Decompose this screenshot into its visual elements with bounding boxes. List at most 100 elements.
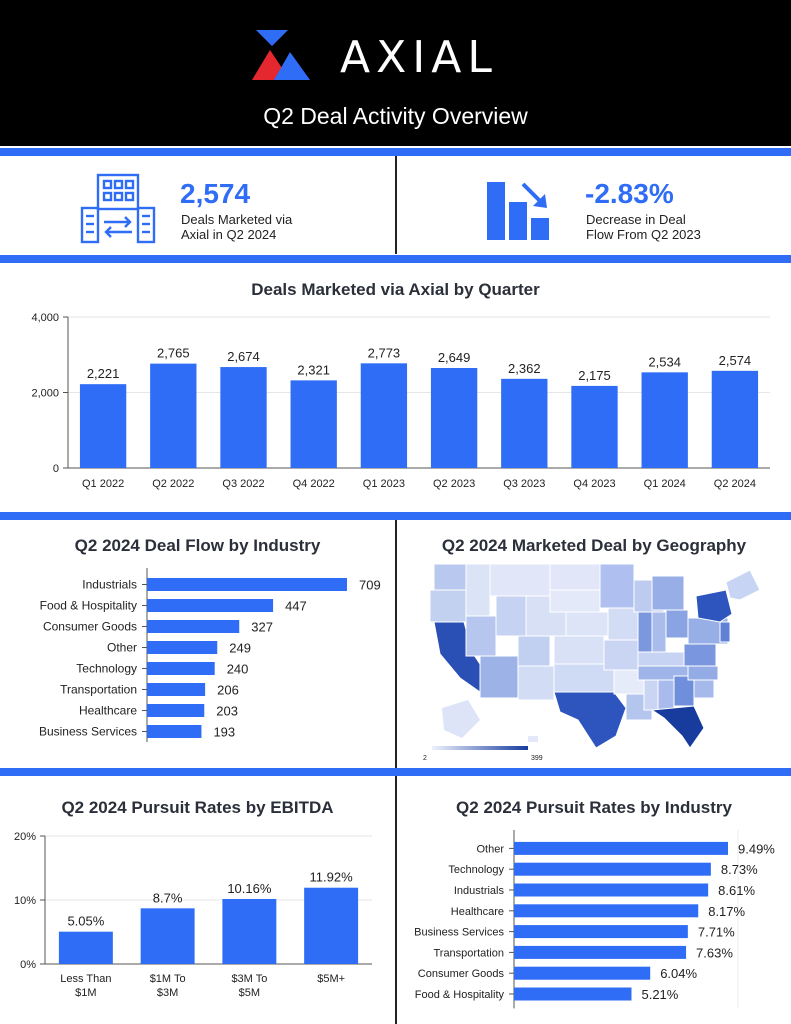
bar-value-label: 8.73% (721, 862, 758, 877)
bar-value-label: 2,773 (368, 345, 401, 360)
bar-value-label: 2,534 (648, 354, 681, 369)
category-label: Healthcare (451, 906, 504, 918)
x-tick-label: Q1 2024 (644, 478, 686, 490)
category-label: Consumer Goods (43, 620, 137, 634)
bar (220, 367, 267, 468)
bar (222, 898, 277, 964)
bar-value-label: 2,321 (297, 362, 330, 377)
bar-value-label: 327 (251, 620, 273, 635)
x-tick-label: Q1 2022 (82, 478, 124, 490)
bar-value-label: 8.17% (708, 904, 745, 919)
category-label: Food & Hospitality (415, 989, 505, 1001)
x-tick-label: Q4 2022 (293, 478, 335, 490)
bar-value-label: 5.21% (641, 987, 678, 1002)
bar-value-label: 7.63% (696, 945, 733, 960)
x-tick-label: Q2 2022 (152, 478, 194, 490)
category-label: Industrials (454, 885, 505, 897)
bar-value-label: 2,674 (227, 349, 260, 364)
buildings-exchange-icon (80, 173, 156, 244)
bar (430, 368, 478, 468)
y-tick-label: 0% (20, 959, 36, 971)
category-label: Technology (448, 864, 504, 876)
bar (514, 945, 687, 959)
bar-value-label: 240 (227, 662, 249, 677)
quarter-bar-chart: 4,000 2,000 0 2,221 Q1 2022 2,765 Q2 2022 2,674… (31, 312, 770, 490)
industry-chart-title: Q2 2024 Deal Flow by Industry (74, 536, 321, 555)
pursuit-industry-chart-title: Q2 2024 Pursuit Rates by Industry (456, 798, 732, 817)
category-label: Healthcare (79, 704, 137, 718)
category-label: Food & Hospitality (40, 599, 137, 613)
bar (360, 363, 408, 468)
bar (147, 662, 215, 675)
x-tick-label: Q3 2022 (222, 478, 264, 490)
bar-value-label: 206 (217, 683, 239, 698)
bar (514, 862, 711, 876)
bar (514, 966, 651, 980)
map-legend-min: 2 (423, 755, 427, 762)
axial-logo-mark-icon (252, 30, 310, 80)
bar (514, 925, 688, 939)
bar (58, 931, 113, 964)
x-tick-label: Q3 2023 (503, 478, 545, 490)
bar (290, 380, 337, 468)
x-tick-label: $1M To $3M (150, 973, 186, 999)
category-label: Other (107, 641, 137, 655)
bar (147, 599, 274, 612)
us-map (429, 563, 761, 750)
bar-value-label: 2,649 (438, 350, 471, 365)
bar-value-label: 447 (285, 599, 307, 614)
y-tick-label: 20% (14, 831, 36, 843)
bottom-divider (395, 776, 397, 1024)
geography-chart-title: Q2 2024 Marketed Deal by Geography (441, 536, 747, 555)
bar-value-label: 2,362 (508, 361, 541, 376)
quarter-chart-title: Deals Marketed via Axial by Quarter (251, 280, 540, 299)
bar (304, 887, 359, 964)
bar-value-label: 2,574 (719, 353, 752, 368)
y-tick-label: 10% (14, 895, 36, 907)
us-map-states (429, 563, 761, 749)
x-tick-label: Q2 2024 (714, 478, 756, 490)
bar (140, 908, 195, 964)
divider-band (0, 148, 791, 156)
map-legend-max: 399 (531, 755, 543, 762)
bar-value-label: 9.49% (738, 841, 775, 856)
declining-bars-icon (487, 182, 549, 240)
deals-description: Deals Marketed via Axial in Q2 2024 (181, 212, 293, 242)
category-label: Transportation (60, 683, 137, 697)
bar (514, 883, 709, 897)
bar (571, 385, 618, 468)
category-label: Other (476, 843, 504, 855)
bar-value-label: 11.92% (310, 870, 354, 885)
divider-band (0, 255, 791, 263)
category-label: Consumer Goods (418, 968, 505, 980)
y-tick-label: 0 (53, 463, 59, 475)
category-label: Business Services (39, 725, 137, 739)
alaska-hawaii (442, 700, 538, 742)
divider-band (0, 512, 791, 520)
x-tick-label: Less Than $1M (60, 973, 111, 999)
x-tick-label: $5M+ (317, 973, 345, 985)
x-tick-label: Q2 2023 (433, 478, 475, 490)
bar-value-label: 7.71% (698, 925, 735, 940)
bar (711, 370, 759, 468)
x-tick-label: Q4 2023 (573, 478, 615, 490)
bar (147, 641, 218, 654)
change-description: Decrease in Deal Flow From Q2 2023 (586, 212, 701, 242)
y-tick-label: 4,000 (31, 312, 59, 324)
bar-value-label: 193 (213, 725, 235, 740)
bar-value-label: 709 (359, 578, 381, 593)
deals-value: 2,574 (180, 178, 251, 209)
category-label: Business Services (414, 927, 504, 939)
bar (514, 904, 699, 918)
category-label: Technology (76, 662, 137, 676)
ebitda-chart-title: Q2 2024 Pursuit Rates by EBITDA (61, 798, 334, 817)
bar-value-label: 5.05% (67, 914, 104, 929)
logo-text: AXIAL (340, 32, 498, 83)
bar (147, 578, 347, 591)
change-value: -2.83% (585, 178, 674, 209)
bar (150, 363, 197, 468)
page-title: Q2 Deal Activity Overview (263, 103, 528, 129)
bar-value-label: 203 (216, 704, 238, 719)
bar-value-label: 2,221 (87, 366, 120, 381)
industry-bar-chart: Industrials 709 Food & Hospitality 447 Consu… (39, 568, 381, 742)
